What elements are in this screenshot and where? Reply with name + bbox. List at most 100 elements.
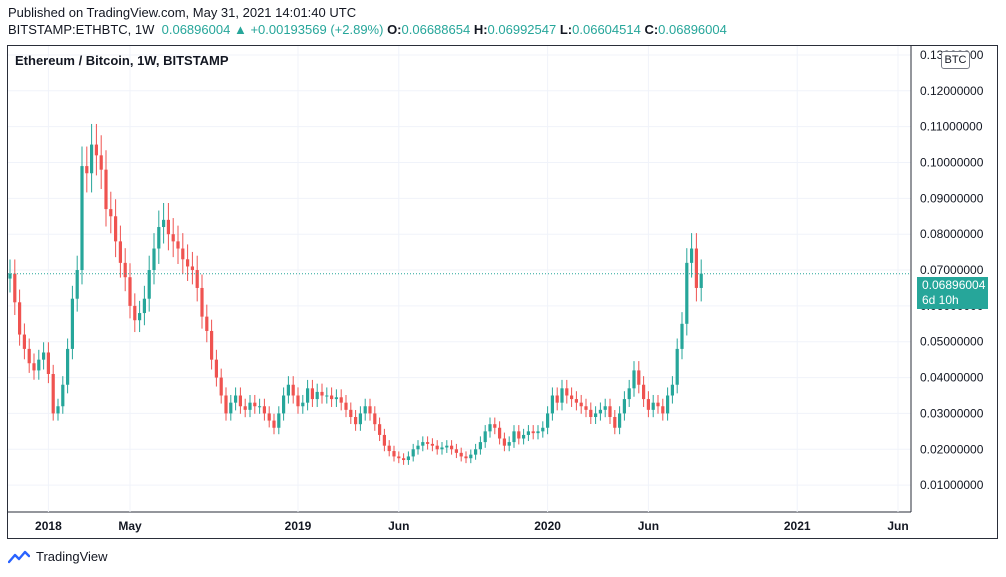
candle-body bbox=[637, 370, 641, 385]
candle-body bbox=[584, 406, 588, 410]
candle-body bbox=[118, 241, 122, 263]
candle-body bbox=[574, 399, 578, 403]
x-tick-label: Jun bbox=[388, 519, 409, 533]
candle-body bbox=[666, 395, 670, 414]
candle-body bbox=[354, 417, 358, 425]
candle-body bbox=[469, 454, 473, 459]
candle-body bbox=[133, 305, 137, 321]
candle-body bbox=[646, 399, 650, 410]
candle-body bbox=[531, 431, 535, 434]
candle-body bbox=[690, 248, 694, 263]
candle-body bbox=[627, 388, 631, 400]
candle-body bbox=[536, 431, 540, 434]
candle-body bbox=[85, 166, 89, 174]
candle-body bbox=[181, 248, 185, 260]
candle-body bbox=[325, 395, 329, 397]
candle-body bbox=[272, 420, 276, 428]
candle-body bbox=[190, 266, 194, 271]
candle-body bbox=[622, 399, 626, 414]
candle-body bbox=[315, 391, 319, 400]
candle-body bbox=[214, 359, 218, 378]
candle-body bbox=[205, 316, 209, 331]
y-tick-label: 0.04000000 bbox=[920, 371, 984, 385]
candle-body bbox=[27, 348, 31, 364]
candle-body bbox=[560, 388, 564, 403]
candle-body bbox=[114, 216, 118, 242]
candle-body bbox=[90, 144, 94, 174]
candle-body bbox=[550, 395, 554, 414]
candle-body bbox=[555, 395, 559, 403]
candle-body bbox=[238, 395, 242, 407]
chart-frame bbox=[7, 45, 998, 539]
footer-brand[interactable]: TradingView bbox=[8, 549, 108, 564]
candle-body bbox=[382, 434, 386, 446]
candle-body bbox=[109, 209, 113, 217]
x-tick-label: 2018 bbox=[35, 519, 62, 533]
candle-body bbox=[32, 363, 36, 371]
x-tick-label: Jun bbox=[638, 519, 659, 533]
open-value: 0.06688654 bbox=[401, 22, 471, 37]
candle-body bbox=[22, 334, 26, 349]
candle-body bbox=[598, 409, 602, 414]
candle-body bbox=[291, 384, 295, 396]
candle-body bbox=[339, 397, 343, 403]
low-label: L: bbox=[559, 22, 573, 37]
candle-body bbox=[579, 402, 583, 407]
candle-body bbox=[94, 144, 98, 156]
y-tick-label: 0.02000000 bbox=[920, 442, 984, 456]
candle-body bbox=[661, 406, 665, 414]
candle-body bbox=[224, 395, 228, 414]
candle-body bbox=[296, 395, 300, 407]
candle-body bbox=[80, 166, 84, 271]
y-tick-label: 0.01000000 bbox=[920, 478, 984, 492]
candle-body bbox=[440, 447, 444, 450]
candle-body bbox=[483, 431, 487, 443]
candle-body bbox=[42, 352, 46, 360]
candle-body bbox=[310, 388, 314, 400]
candle-body bbox=[349, 409, 353, 418]
candle-body bbox=[334, 397, 338, 400]
candle-body bbox=[229, 402, 233, 414]
candle-body bbox=[546, 413, 550, 428]
candle-body bbox=[267, 413, 271, 421]
y-tick-label: 0.03000000 bbox=[920, 406, 984, 420]
candle-body bbox=[498, 427, 502, 439]
x-tick-label: Jun bbox=[887, 519, 908, 533]
candle-body bbox=[642, 384, 646, 400]
candle-body bbox=[123, 262, 127, 278]
currency-badge[interactable]: BTC bbox=[941, 51, 970, 69]
candle-body bbox=[344, 402, 348, 410]
candle-body bbox=[219, 377, 223, 396]
current-price-value: 0.06896004 bbox=[922, 278, 986, 292]
candle-body bbox=[613, 417, 617, 428]
candle-body bbox=[234, 395, 238, 403]
candle-body bbox=[478, 442, 482, 450]
candle-body bbox=[565, 388, 569, 396]
candle-body bbox=[200, 287, 204, 317]
candle-body bbox=[18, 302, 22, 335]
candle-body bbox=[56, 406, 60, 414]
candle-body bbox=[258, 406, 262, 408]
candle-body bbox=[37, 359, 41, 371]
y-tick-label: 0.10000000 bbox=[920, 156, 984, 170]
candle-body bbox=[262, 406, 266, 414]
candle-body bbox=[61, 384, 65, 407]
candle-body bbox=[488, 424, 492, 432]
published-caption: Published on TradingView.com, May 31, 20… bbox=[8, 5, 357, 20]
y-tick-label: 0.11000000 bbox=[920, 120, 983, 134]
candle-body bbox=[402, 458, 406, 461]
candle-body bbox=[454, 449, 458, 453]
candle-body bbox=[152, 248, 156, 271]
candle-body bbox=[632, 370, 636, 389]
candle-body bbox=[570, 395, 574, 400]
footer-brand-label: TradingView bbox=[36, 549, 108, 564]
candle-body bbox=[128, 277, 132, 306]
y-tick-label: 0.12000000 bbox=[920, 84, 984, 98]
candle-body bbox=[210, 330, 214, 360]
candle-body bbox=[675, 348, 679, 385]
up-triangle-icon: ▲ bbox=[233, 22, 247, 37]
close-label: C: bbox=[644, 22, 659, 37]
symbol-label: BITSTAMP:ETHBTC, 1W bbox=[8, 22, 155, 37]
candle-body bbox=[694, 248, 698, 288]
